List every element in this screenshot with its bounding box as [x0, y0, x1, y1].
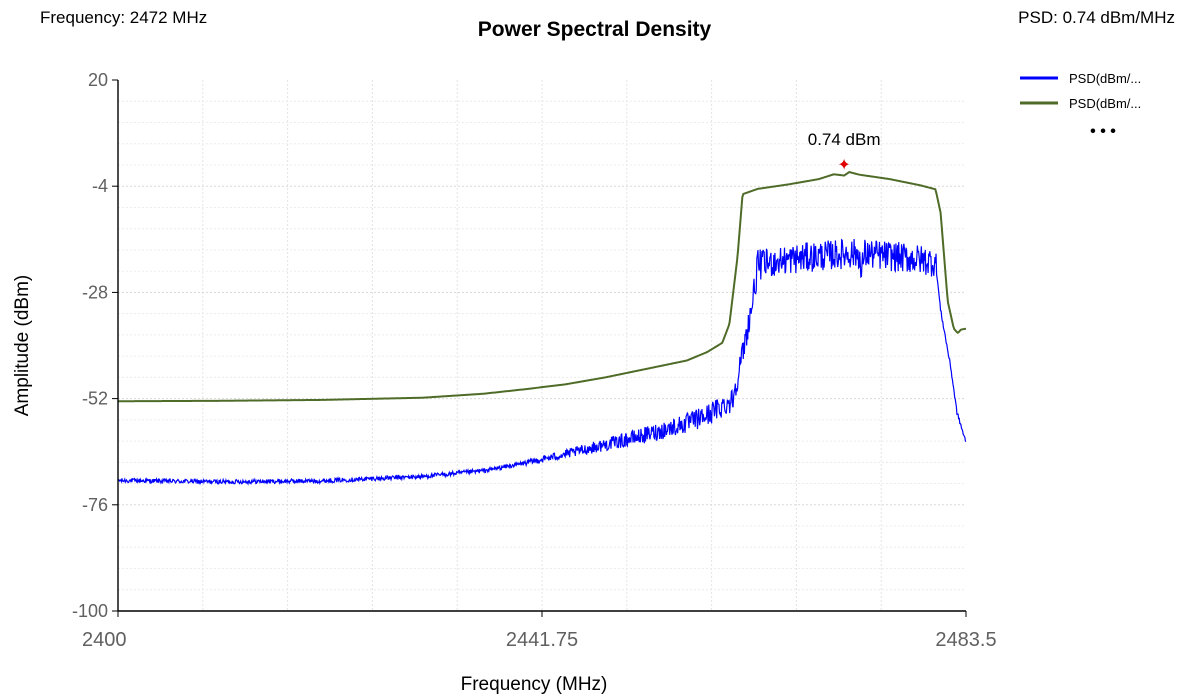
x-tick-label: 2400 [82, 629, 127, 651]
y-tick-label: -76 [82, 495, 108, 515]
legend-item[interactable]: PSD(dBm/... [1020, 71, 1141, 86]
y-tick-label: -4 [92, 176, 108, 196]
x-axis-label: Frequency (MHz) [461, 674, 608, 695]
y-tick-label: -100 [72, 601, 108, 621]
y-tick-label: -28 [82, 282, 108, 302]
y-tick-label: -52 [82, 389, 108, 409]
legend-item[interactable]: PSD(dBm/... [1020, 96, 1141, 111]
x-axis-ticks: 2400 2441.75 2483.5 [82, 611, 997, 651]
legend-more-indicator[interactable]: • • • [1090, 123, 1116, 140]
y-axis-ticks: 20 -4 -28 -52 -76 -100 [72, 70, 118, 621]
chart-title: Power Spectral Density [477, 18, 712, 41]
y-axis-label: Amplitude (dBm) [12, 275, 33, 417]
peak-marker-group: ✦ 0.74 dBm [808, 130, 881, 174]
peak-marker: ✦ [837, 157, 850, 174]
psd-readout: PSD: 0.74 dBm/MHz [1018, 8, 1175, 27]
y-tick-label: 20 [88, 70, 108, 90]
series-layer [117, 171, 967, 486]
legend-label: PSD(dBm/... [1069, 71, 1141, 86]
x-tick-label: 2441.75 [506, 629, 578, 651]
frequency-readout: Frequency: 2472 MHz [40, 8, 208, 27]
series-line-2 [118, 171, 967, 403]
series-line-1 [117, 238, 967, 486]
x-tick-label: 2483.5 [935, 629, 996, 651]
legend[interactable]: PSD(dBm/... PSD(dBm/... • • • [1020, 71, 1141, 140]
grid-lines [118, 80, 966, 611]
peak-label: 0.74 dBm [808, 130, 881, 149]
legend-label: PSD(dBm/... [1069, 96, 1141, 111]
